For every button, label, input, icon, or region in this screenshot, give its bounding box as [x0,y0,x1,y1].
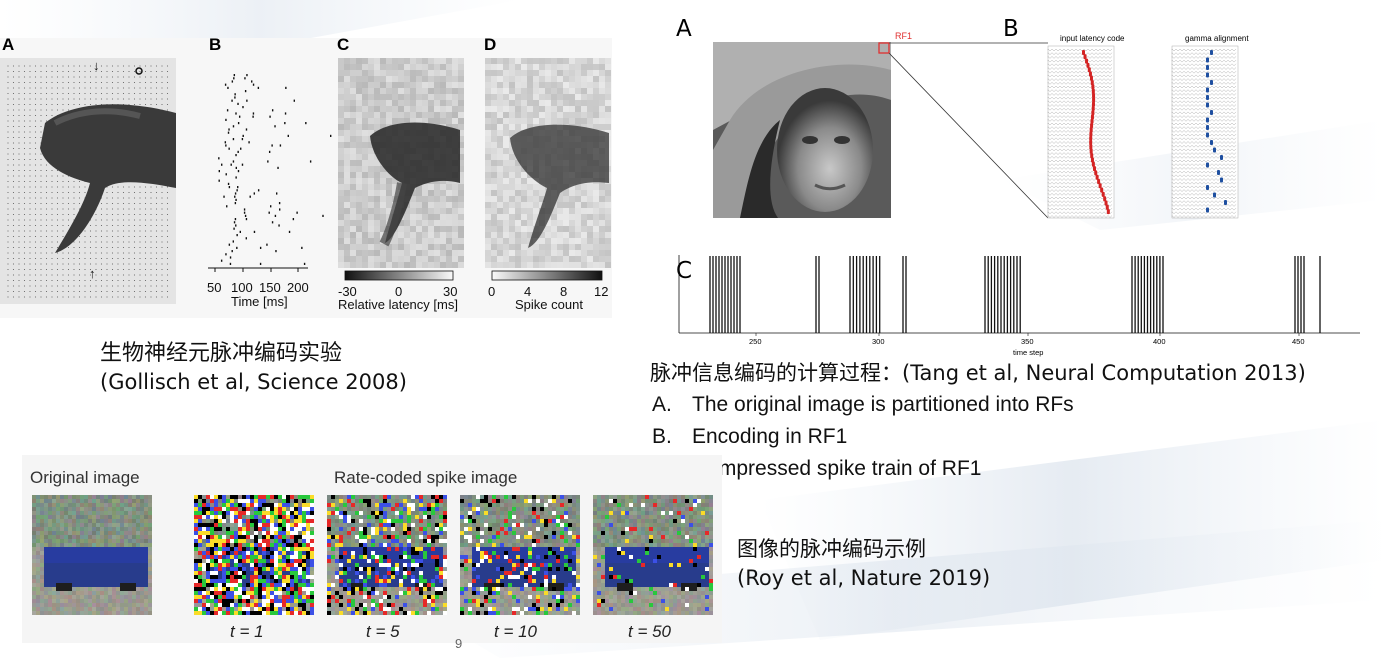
gollisch-figure: ↓ ↑ A B C D 50 100 150 200 Time [ms] [0,35,612,318]
roy-figure-svg: Original image Rate-coded spike image t … [30,468,713,641]
t-label: t = 50 [628,622,672,641]
count-xlabel: Spike count [515,297,583,312]
fish-silhouette [40,104,176,253]
tang-label-a: A [676,16,692,42]
gollisch-caption-ref: (Gollisch et al, Science 2008) [100,370,407,394]
gollisch-panel-a: ↓ ↑ [0,58,176,304]
arrow-up-icon: ↑ [89,266,96,281]
latency-tick: 0 [395,284,402,299]
original-car-image [32,495,152,615]
portrait-image [713,42,891,218]
count-tick: 4 [524,284,531,299]
tang-label-b: B [1003,16,1019,42]
spike-count-map [485,58,611,268]
gollisch-label-b: B [209,38,221,54]
spike-raster [218,74,332,265]
receptive-field-marker [135,67,143,75]
arrow-down-icon: ↓ [93,58,100,73]
spike-xlabel: time step [1013,348,1043,357]
spike-image-t10 [460,495,580,615]
latency-code-title: input latency code [1060,34,1125,43]
t-label: t = 5 [366,622,400,641]
spike-tick: 350 [1021,337,1034,346]
gollisch-label-c: C [337,38,349,54]
rate-coded-label: Rate-coded spike image [334,468,517,487]
t-label: t = 1 [230,622,264,641]
roy-figure: Original image Rate-coded spike image t … [22,455,722,643]
tang-legend-list: A. The original image is partitioned into… [652,389,1074,485]
tang-caption: 脉冲信息编码的计算过程：(Tang et al, Neural Computat… [650,359,1306,388]
roy-caption-cn: 图像的脉冲编码示例 [737,537,926,561]
gollisch-caption-cn: 生物神经元脉冲编码实验 [100,341,343,366]
count-tick: 12 [594,284,608,299]
latency-code-panel [1047,45,1115,219]
tang-figure: A B C RF1 input latency code gamma align… [676,16,1360,357]
spike-image-t1 [194,495,314,615]
spike-tick: 400 [1153,337,1166,346]
latency-map [338,58,464,268]
compressed-spike-train [709,256,1321,333]
gollisch-figure-svg: ↓ ↑ A B C D 50 100 150 200 Time [ms] [0,35,611,312]
gollisch-label-d: D [484,38,496,54]
tang-caption-text: 脉冲信息编码的计算过程：(Tang et al, Neural Computat… [650,361,1306,385]
t-label: t = 10 [494,622,538,641]
roy-caption: 图像的脉冲编码示例 (Roy et al, Nature 2019) [737,535,990,593]
count-tick: 0 [488,284,495,299]
gollisch-caption: 生物神经元脉冲编码实验 (Gollisch et al, Science 200… [100,339,407,397]
list-item: B. Encoding in RF1 [652,425,848,448]
spike-tick: 300 [872,337,885,346]
latency-colorbar [344,270,454,281]
raster-tick: 50 [207,280,221,295]
count-tick: 8 [560,284,567,299]
latency-tick: -30 [338,284,357,299]
spike-image-t5 [327,495,447,615]
roy-caption-ref: (Roy et al, Nature 2019) [737,566,991,590]
original-image-label: Original image [30,468,140,487]
raster-axis: 50 100 150 200 Time [ms] [207,268,309,309]
list-item: A. The original image is partitioned into… [652,393,1074,416]
rf1-label: RF1 [895,31,912,41]
raster-tick: 150 [259,280,281,295]
gollisch-label-a: A [2,38,14,54]
spike-image-t50 [593,495,713,615]
spike-tick: 250 [749,337,762,346]
spike-tick: 450 [1292,337,1305,346]
page-number: 9 [455,636,463,651]
spike-count-colorbar [491,270,603,281]
gamma-alignment-panel [1171,45,1239,219]
raster-xlabel: Time [ms] [231,294,288,309]
raster-tick: 100 [231,280,253,295]
latency-xlabel: Relative latency [ms] [338,297,458,312]
gamma-alignment-title: gamma alignment [1185,34,1249,43]
raster-tick: 200 [287,280,309,295]
rf1-box [878,42,890,54]
spike-train-axis: 250 300 350 400 450 time step [749,333,1305,357]
tang-label-c: C [676,258,692,284]
latency-tick: 30 [443,284,457,299]
